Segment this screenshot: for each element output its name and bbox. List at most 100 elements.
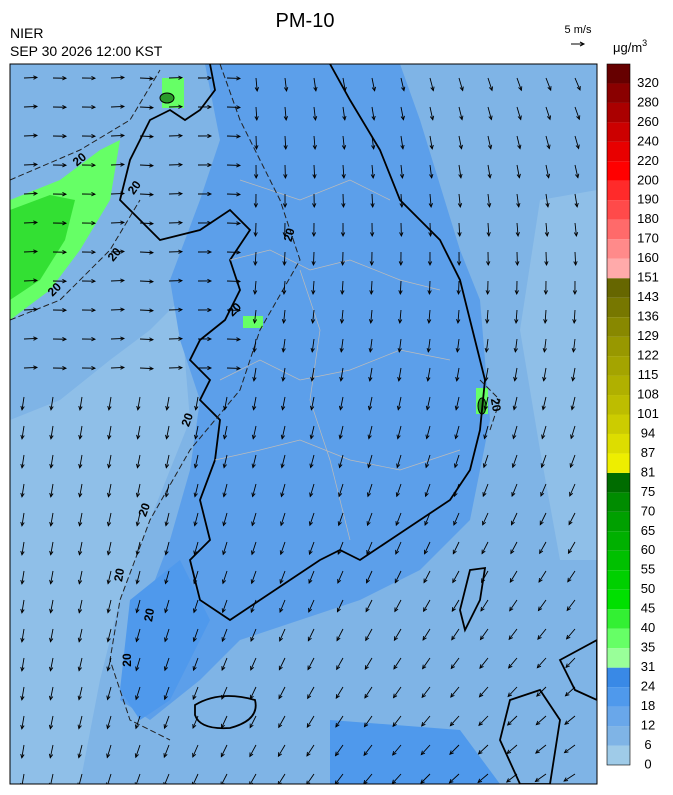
- wind-shaft: [110, 163, 125, 166]
- wind-head: [368, 376, 373, 382]
- wind-arrow: [281, 367, 286, 382]
- wind-shaft: [165, 570, 170, 584]
- wind-arrow: [564, 715, 576, 725]
- wind-arrow: [395, 512, 402, 527]
- wind-arrow: [251, 454, 257, 469]
- wind-arrow: [23, 336, 39, 341]
- wind-shaft: [335, 715, 344, 728]
- colorbar-segment: [607, 258, 630, 279]
- wind-arrow: [392, 686, 402, 699]
- wind-arrow: [164, 628, 170, 643]
- wind-head: [421, 693, 426, 699]
- wind-shaft: [135, 715, 141, 729]
- colorbar-segment: [607, 297, 630, 318]
- wind-arrow: [487, 106, 493, 121]
- wind-head: [337, 521, 342, 527]
- wind-head: [236, 76, 242, 81]
- wind-shaft: [454, 454, 460, 468]
- wind-shaft: [192, 686, 199, 700]
- wind-shaft: [193, 657, 199, 671]
- wind-arrow: [479, 628, 489, 641]
- wind-shaft: [429, 193, 432, 207]
- wind-head: [512, 405, 517, 411]
- wind-head: [236, 308, 242, 313]
- wind-head: [253, 174, 259, 180]
- wind-head: [370, 203, 375, 209]
- wind-shaft: [485, 338, 489, 352]
- wind-arrow: [20, 628, 25, 643]
- wind-arrow: [168, 249, 184, 254]
- wind-head: [222, 550, 227, 556]
- wind-shaft: [21, 686, 25, 700]
- wind-head: [120, 307, 126, 312]
- west-sea-field: [10, 300, 190, 784]
- wind-shaft: [341, 280, 344, 295]
- wind-head: [458, 144, 463, 150]
- wind-head: [477, 750, 483, 755]
- wind-arrow: [453, 454, 460, 469]
- wind-head: [368, 319, 374, 324]
- wind-shaft: [310, 425, 315, 439]
- wind-shaft: [481, 541, 489, 554]
- wind-shaft: [21, 541, 25, 555]
- wind-head: [62, 308, 68, 313]
- wind-head: [62, 192, 68, 197]
- wind-arrow: [487, 77, 494, 92]
- wind-head: [565, 634, 571, 640]
- wind-head: [309, 492, 314, 498]
- wind-arrow: [250, 541, 257, 556]
- colorbar-tick-label: 115: [638, 367, 659, 382]
- wind-shaft: [50, 483, 54, 497]
- wind-arrow: [538, 570, 547, 583]
- wind-head: [514, 290, 519, 296]
- wind-shaft: [545, 164, 550, 178]
- wind-shaft: [545, 251, 547, 266]
- wind-shaft: [449, 715, 460, 726]
- wind-arrow: [135, 657, 141, 672]
- wind-arrow: [565, 628, 576, 640]
- wind-shaft: [139, 164, 154, 167]
- contour-label: 20: [111, 567, 127, 583]
- wind-shaft: [458, 222, 461, 237]
- wind-head: [221, 694, 226, 700]
- wind-head: [453, 520, 458, 526]
- wind-head: [281, 405, 286, 411]
- wind-arrow: [423, 570, 431, 584]
- wind-arrow: [78, 454, 83, 469]
- colorbar-tick-label: 35: [641, 640, 655, 655]
- wind-head: [279, 636, 284, 642]
- wind-arrow: [509, 570, 518, 584]
- wind-shaft: [367, 483, 373, 497]
- wind-shaft: [509, 599, 518, 612]
- wind-arrow: [366, 512, 373, 527]
- wind-head: [516, 173, 521, 179]
- wind-shaft: [136, 541, 141, 555]
- wind-shaft: [479, 657, 489, 669]
- wind-head: [420, 779, 425, 784]
- wind-arrow: [568, 512, 576, 526]
- wind-shaft: [313, 77, 317, 91]
- wind-shaft: [369, 367, 373, 381]
- wind-arrow: [23, 220, 39, 225]
- wind-arrow: [309, 454, 315, 469]
- wind-arrow: [427, 251, 433, 267]
- wind-head: [567, 577, 572, 583]
- wind-arrow: [106, 570, 112, 585]
- wind-arrow: [49, 599, 54, 614]
- wind-shaft: [566, 628, 576, 640]
- wind-head: [178, 162, 184, 167]
- wind-shaft: [194, 512, 199, 526]
- wind-shaft: [79, 483, 83, 497]
- wind-shaft: [574, 106, 580, 120]
- wind-arrow: [456, 251, 462, 267]
- wind-head: [251, 521, 256, 527]
- colorbar-tick-label: 50: [641, 581, 655, 596]
- wind-shaft: [514, 338, 518, 352]
- contour-lines: [10, 64, 501, 741]
- wind-arrow: [366, 541, 373, 555]
- wind-head: [306, 723, 311, 729]
- wind-head: [511, 492, 516, 497]
- wind-arrow: [110, 365, 126, 370]
- wind-head: [120, 104, 126, 109]
- wind-head: [251, 463, 256, 469]
